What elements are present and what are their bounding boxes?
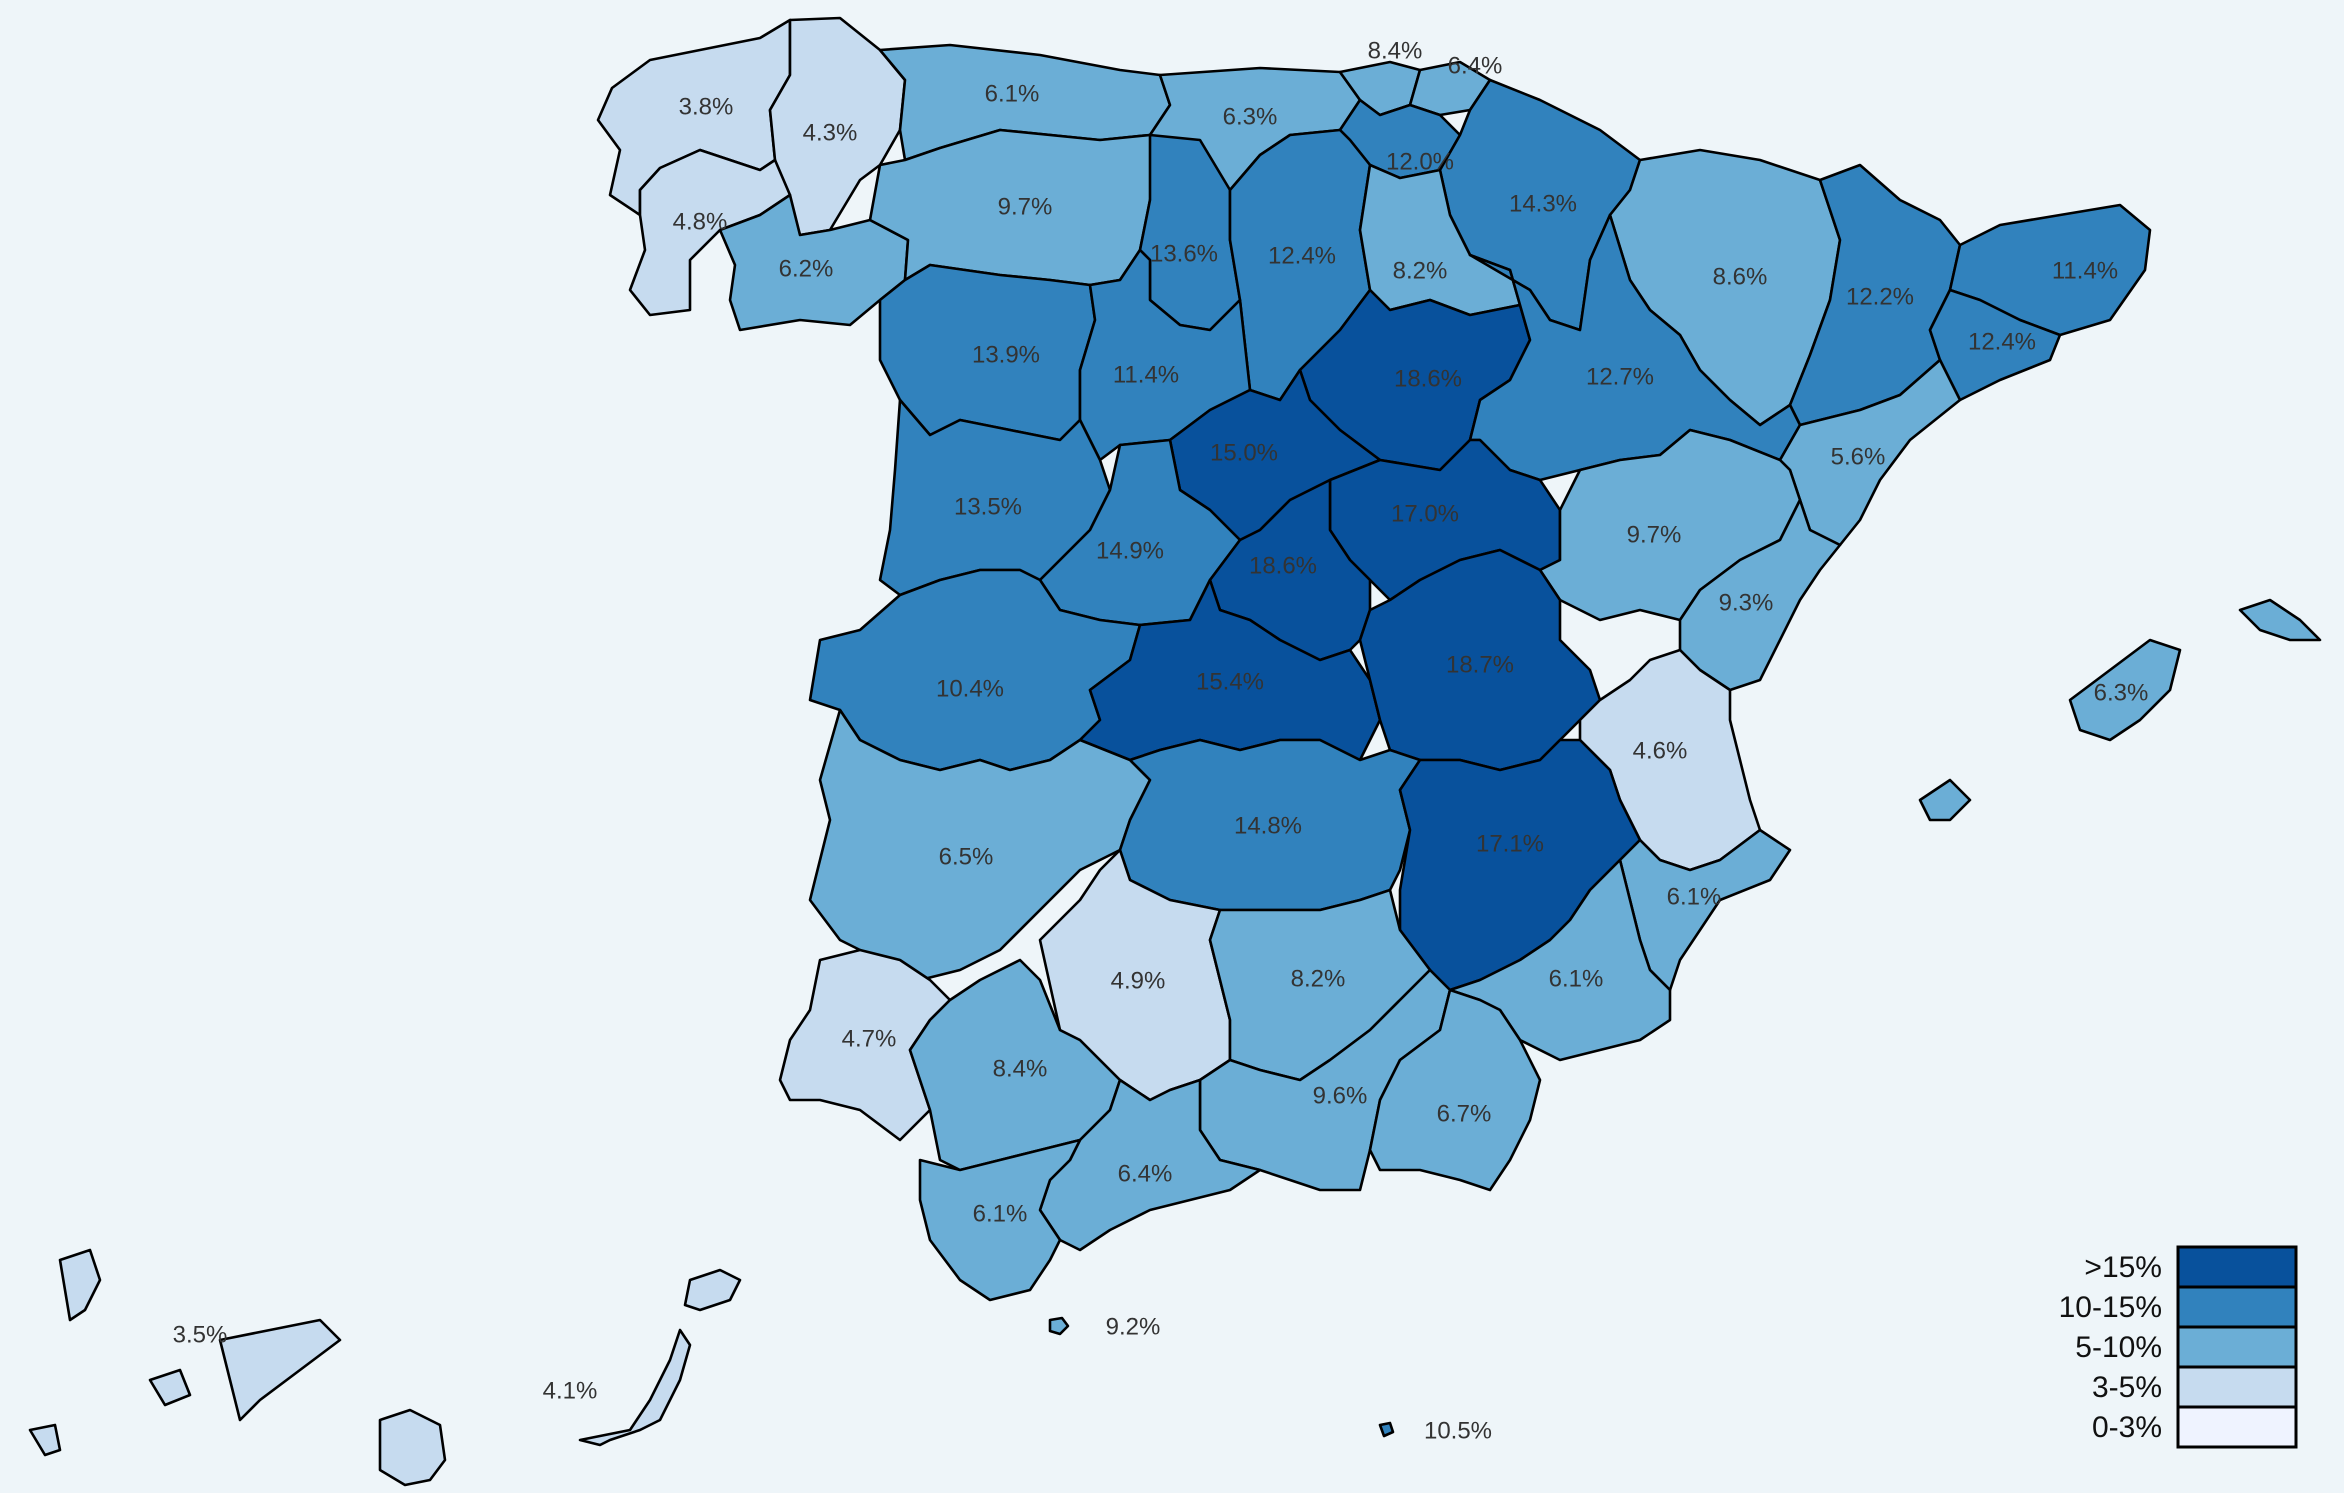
province-label-lleida: 12.2% [1846, 283, 1914, 310]
province-ceuta [1048, 1316, 1070, 1336]
province-label-ourense: 6.2% [779, 255, 834, 282]
legend-swatch [2176, 1405, 2298, 1449]
legend-label: >15% [2084, 1251, 2162, 1284]
province-label-asturias: 6.1% [985, 80, 1040, 107]
province-label-girona: 11.4% [2052, 257, 2118, 284]
province-label-cadiz: 6.1% [973, 1200, 1028, 1227]
province-label-pontevedra: 4.8% [673, 208, 728, 235]
legend-label: 5-10% [2075, 1331, 2162, 1364]
province-label-baleares: 6.3% [2094, 679, 2149, 706]
province-label-caceres: 10.4% [936, 675, 1004, 702]
province-las-palmas [378, 1268, 742, 1487]
province-label-sevilla: 8.4% [993, 1055, 1048, 1082]
province-label-lugo: 4.3% [803, 119, 858, 146]
province-baleares [1918, 598, 2322, 822]
legend-label: 10-15% [2059, 1291, 2162, 1324]
province-label-la-rioja: 8.2% [1393, 257, 1448, 284]
legend-label: 0-3% [2092, 1411, 2162, 1444]
province-cadiz [918, 1138, 1082, 1302]
province-label-cantabria: 6.3% [1223, 103, 1278, 130]
province-label-madrid: 18.6% [1249, 552, 1317, 579]
province-label-ciudad-real: 14.8% [1234, 812, 1302, 839]
province-label-palencia: 13.6% [1150, 240, 1218, 267]
province-label-santa-cruz-tenerife: 3.5% [173, 1321, 228, 1348]
legend-swatch [2176, 1285, 2298, 1329]
province-label-barcelona: 12.4% [1968, 328, 2036, 355]
province-label-gipuzkoa: 6.4% [1448, 52, 1503, 79]
province-label-malaga: 6.4% [1118, 1160, 1173, 1187]
province-label-burgos: 12.4% [1268, 242, 1336, 269]
province-label-avila: 14.9% [1096, 537, 1164, 564]
legend-swatch [2176, 1325, 2298, 1369]
province-label-albacete: 17.1% [1476, 830, 1544, 857]
province-label-las-palmas: 4.1% [543, 1377, 598, 1404]
province-santa-cruz-tenerife [28, 1248, 342, 1457]
province-label-teruel: 9.7% [1627, 521, 1682, 548]
province-almeria [1368, 988, 1542, 1192]
province-label-valencia: 4.6% [1633, 737, 1688, 764]
province-label-toledo: 15.4% [1196, 668, 1264, 695]
province-label-zamora: 13.9% [972, 341, 1040, 368]
province-label-jaen: 8.2% [1291, 965, 1346, 992]
province-barcelona [1928, 288, 2062, 402]
province-labels: 3.8% 4.3% 4.8% 6.2% 6.1% 6.3% 8.4% 6.4% 12.0% 14.… [173, 37, 2149, 1444]
province-label-guadalajara: 17.0% [1391, 500, 1459, 527]
province-label-tarragona: 5.6% [1831, 443, 1886, 470]
province-label-soria: 18.6% [1394, 365, 1462, 392]
province-badajoz [808, 708, 1152, 982]
legend-swatch [2176, 1365, 2298, 1409]
province-label-alicante: 6.1% [1667, 883, 1722, 910]
province-label-zaragoza: 12.7% [1586, 363, 1654, 390]
legend-swatch [2176, 1245, 2298, 1289]
province-label-cuenca: 18.7% [1446, 651, 1514, 678]
province-label-segovia: 15.0% [1210, 439, 1278, 466]
province-label-badajoz: 6.5% [939, 843, 994, 870]
province-label-huesca: 8.6% [1713, 263, 1768, 290]
province-label-valladolid: 11.4% [1113, 361, 1179, 388]
province-label-araba: 12.0% [1386, 148, 1454, 175]
legend-label: 3-5% [2092, 1371, 2162, 1404]
province-label-almeria: 6.7% [1437, 1100, 1492, 1127]
province-label-huelva: 4.7% [842, 1025, 897, 1052]
province-label-bizkaia: 8.4% [1368, 37, 1423, 64]
province-label-salamanca: 13.5% [954, 493, 1022, 520]
province-label-murcia: 6.1% [1549, 965, 1604, 992]
province-label-castellon: 9.3% [1719, 589, 1774, 616]
province-label-cordoba: 4.9% [1111, 967, 1166, 994]
province-label-a-coruna: 3.8% [679, 93, 734, 120]
province-label-navarra: 14.3% [1509, 190, 1577, 217]
province-label-melilla: 10.5% [1424, 1417, 1492, 1444]
legend: >15% 10-15% 5-10% 3-5% 0-3% [2059, 1245, 2298, 1449]
province-label-ceuta: 9.2% [1106, 1313, 1161, 1340]
province-label-granada: 9.6% [1313, 1082, 1368, 1109]
province-label-leon: 9.7% [998, 193, 1053, 220]
province-shapes [28, 16, 2322, 1487]
province-melilla [1378, 1421, 1395, 1438]
